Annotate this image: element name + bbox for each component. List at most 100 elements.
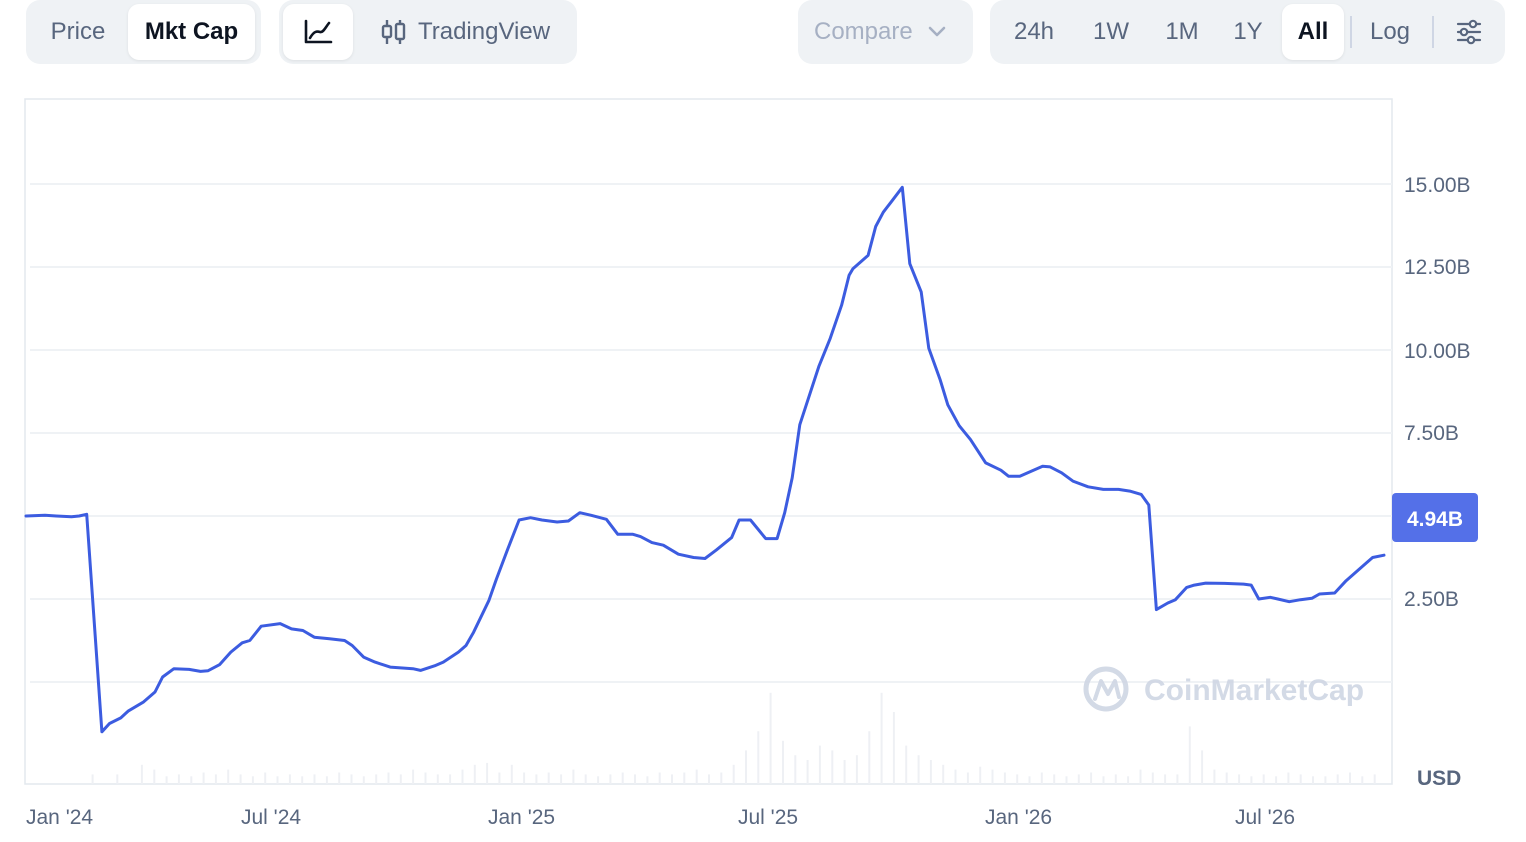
volume-bar [473,764,476,784]
volume-bar [991,769,994,784]
volume-bar [523,772,526,784]
volume-bar [498,772,501,784]
range-1y[interactable]: 1Y [1216,4,1280,60]
line-chart-button[interactable] [283,4,353,60]
volume-bar [214,774,217,784]
grid-lines [30,183,1392,683]
volume-bar [683,772,686,784]
chevron-down-icon [928,26,946,37]
x-tick-label: Jul '24 [241,806,301,829]
line-chart-icon [304,19,333,44]
coinmarketcap-logo-icon [1083,666,1129,712]
volume-bar [720,772,723,784]
tab-price[interactable]: Price [32,4,124,60]
volume-bar [708,774,710,784]
volume-bar [202,772,205,784]
volume-bar [1275,776,1278,784]
volume-bar [1016,774,1019,784]
log-toggle[interactable]: Log [1354,4,1426,60]
volume-bar [350,774,353,784]
range-1m-label: 1M [1165,18,1199,45]
volume-bar [1077,774,1080,784]
volume-bar [572,769,575,784]
log-label: Log [1369,18,1411,45]
volume-bar [584,774,587,784]
volume-bar [880,692,883,784]
volume-bar [412,769,415,784]
volume-bar [806,760,809,784]
volume-bar [449,774,452,784]
volume-bar [1324,776,1327,784]
volume-bar [1176,774,1179,784]
range-all[interactable]: All [1282,4,1344,60]
volume-bar [868,731,871,784]
current-value-badge: 4.94B [1392,493,1478,542]
range-1w[interactable]: 1W [1076,4,1146,60]
volume-bar [276,776,279,784]
volume-bar [1127,776,1130,784]
volume-bar [966,772,969,784]
volume-bar [436,774,439,784]
volume-bar [190,776,193,784]
volume-bar [954,769,957,784]
volume-bar [288,774,291,784]
volume-bar [757,731,760,784]
volume-bar [325,776,328,784]
compare-button[interactable]: Compare [802,4,969,60]
y-tick-label: 7.50B [1404,422,1459,445]
market-cap-line [24,185,1386,734]
volume-bar [140,764,143,784]
range-1w-label: 1W [1093,18,1129,45]
volume-bar [1151,772,1154,784]
volume-bar [535,774,538,784]
tradingview-label: TradingView [417,18,551,45]
volume-bar [1139,769,1142,784]
volume-bar [362,776,365,784]
volume-bar [917,755,920,784]
volume-bar [153,769,156,784]
volume-bar [979,766,982,784]
volume-bar [855,755,858,784]
volume-bar [831,750,834,784]
x-tick-label: Jan '25 [488,806,555,829]
volume-bar [1238,774,1241,784]
chart-settings-button[interactable] [1440,4,1498,60]
current-value-label: 4.94B [1407,508,1463,531]
volume-bar [177,774,180,784]
volume-bar [313,774,316,784]
plot-frame [24,98,1393,785]
volume-bar [1312,776,1314,784]
volume-bar [1225,772,1228,784]
coinmarketcap-watermark: CoinMarketCap [1083,666,1364,712]
series-layer [24,185,1386,734]
compare-dropdown[interactable]: Compare [798,0,973,64]
volume-bar [942,764,945,784]
tradingview-button[interactable]: TradingView [365,4,565,60]
currency-label: USD [1417,767,1461,790]
volume-bar [621,772,624,784]
volume-bar [338,772,341,784]
volume-bar [510,764,513,784]
volume-bar [91,774,94,784]
sliders-icon [1456,19,1482,45]
volume-bar [1028,776,1031,784]
range-1m[interactable]: 1M [1148,4,1216,60]
volume-bar [794,755,797,784]
tab-market-cap[interactable]: Mkt Cap [128,4,255,60]
range-24h[interactable]: 24h [998,4,1070,60]
volume-bar [399,774,402,784]
volume-bar [301,776,304,784]
tab-price-label: Price [50,18,106,45]
view-toggle: Price Mkt Cap [26,0,261,64]
y-tick-label: 12.50B [1404,256,1471,279]
volume-bar [387,772,390,784]
volume-bars [91,692,1376,784]
volume-bar [165,776,168,784]
volume-bar [892,712,895,784]
volume-bar [782,740,784,784]
volume-bar [1102,776,1105,784]
volume-bar [769,692,772,784]
volume-bar [1053,774,1056,784]
settings-divider [1432,16,1434,48]
